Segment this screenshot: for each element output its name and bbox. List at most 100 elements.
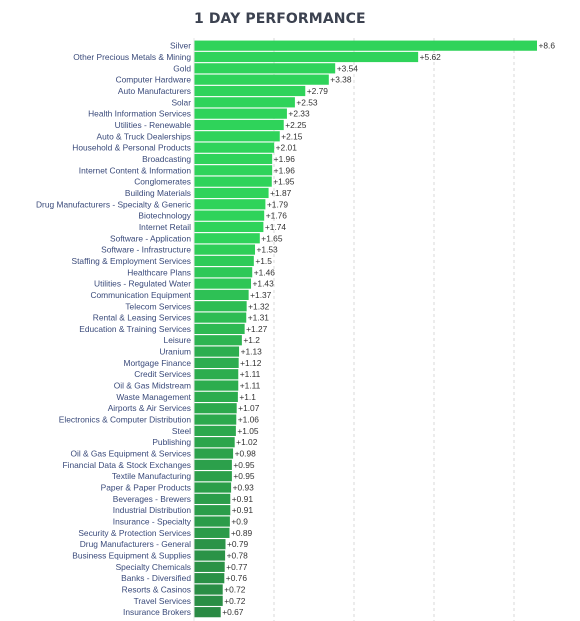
bar: [194, 505, 231, 516]
bar: [194, 108, 287, 119]
category-label: Credit Services: [134, 369, 191, 379]
category-label: Drug Manufacturers - General: [80, 539, 191, 549]
category-label: Drug Manufacturers - Specialty & Generic: [36, 199, 191, 209]
value-label: +1.06: [238, 415, 260, 425]
value-label: +1.96: [274, 165, 296, 175]
bar: [194, 607, 221, 618]
category-label: Specialty Chemicals: [116, 562, 191, 572]
value-label: +0.79: [227, 539, 249, 549]
category-label: Beverages - Brewers: [113, 494, 191, 504]
bar: [194, 301, 247, 312]
category-label: Building Materials: [125, 188, 191, 198]
category-label: Auto Manufacturers: [118, 86, 191, 96]
value-label: +1.43: [253, 279, 275, 289]
category-label: Computer Hardware: [116, 75, 192, 85]
bar: [194, 233, 260, 244]
value-label: +2.25: [285, 120, 307, 130]
category-label: Airports & Air Services: [108, 403, 191, 413]
value-label: +1.11: [240, 381, 261, 391]
bar: [194, 131, 280, 142]
value-label: +2.33: [288, 109, 310, 119]
bar: [194, 471, 232, 482]
bar: [194, 40, 537, 51]
category-label: Education & Training Services: [79, 324, 191, 334]
bar: [194, 323, 245, 335]
category-label: Oil & Gas Midstream: [114, 381, 191, 391]
value-label: +0.77: [226, 562, 248, 572]
bar: [194, 584, 223, 595]
category-label: Insurance Brokers: [123, 607, 191, 617]
value-label: +1.79: [267, 199, 289, 209]
category-label: Banks - Diversified: [121, 573, 191, 583]
value-label: +2.15: [281, 131, 303, 141]
bar: [194, 244, 256, 255]
value-label: +1.46: [254, 267, 276, 277]
category-label: Waste Management: [116, 392, 191, 402]
value-label: +0.72: [224, 596, 246, 606]
category-label: Other Precious Metals & Mining: [73, 52, 191, 62]
category-label: Electronics & Computer Distribution: [59, 415, 192, 425]
bar: [194, 153, 273, 165]
value-label: +1.12: [240, 358, 262, 368]
value-label: +0.89: [231, 528, 253, 538]
category-label: Software - Application: [110, 233, 191, 243]
category-label: Oil & Gas Equipment & Services: [70, 449, 191, 459]
category-label: Telecom Services: [125, 301, 191, 311]
bar: [194, 516, 230, 527]
bar: [194, 391, 238, 402]
value-label: +0.91: [232, 494, 254, 504]
bar: [194, 74, 329, 85]
bar: [194, 97, 295, 108]
category-label: Financial Data & Stock Exchanges: [63, 460, 191, 470]
category-label: Uranium: [159, 347, 191, 357]
value-label: +0.91: [232, 505, 254, 515]
category-label: Leisure: [164, 335, 192, 345]
category-label: Paper & Paper Products: [101, 483, 191, 493]
value-label: +5.62: [420, 52, 442, 62]
bar: [194, 142, 275, 153]
category-label: Textile Manufacturing: [112, 471, 191, 481]
value-label: +1.27: [246, 324, 268, 334]
category-label: Steel: [172, 426, 191, 436]
value-label: +1.05: [237, 426, 259, 436]
value-label: +1.31: [248, 313, 270, 323]
bar: [194, 425, 236, 436]
bar: [194, 63, 336, 74]
value-label: +1.95: [273, 177, 295, 187]
value-label: +0.67: [222, 607, 244, 617]
value-label: +1.32: [248, 301, 270, 311]
bar: [194, 493, 231, 504]
bar: [194, 437, 235, 448]
bar: [194, 165, 273, 176]
category-label: Biotechnology: [138, 211, 191, 221]
bar: [194, 459, 232, 470]
value-label: +1.1: [239, 392, 256, 402]
bar: [194, 561, 225, 572]
value-label: +0.98: [235, 449, 257, 459]
category-label: Broadcasting: [142, 154, 191, 164]
value-label: +1.02: [236, 437, 258, 447]
bar: [194, 414, 237, 425]
category-label: Rental & Leasing Services: [93, 313, 191, 323]
category-label: Internet Retail: [139, 222, 191, 232]
value-label: +0.93: [233, 483, 255, 493]
category-label: Insurance - Specialty: [113, 517, 192, 527]
value-label: +1.76: [266, 211, 288, 221]
bar: [194, 221, 264, 233]
bar: [194, 573, 225, 584]
value-label: +0.95: [233, 471, 255, 481]
bar: [194, 550, 226, 561]
category-label: Internet Content & Information: [79, 165, 192, 175]
category-label: Conglomerates: [134, 177, 191, 187]
bar: [194, 369, 239, 380]
value-label: +3.38: [330, 75, 352, 85]
category-label: Auto & Truck Dealerships: [97, 131, 192, 141]
category-label: Household & Personal Products: [72, 143, 191, 153]
category-label: Healthcare Plans: [127, 267, 191, 277]
category-label: Resorts & Casinos: [122, 585, 191, 595]
value-label: +1.07: [238, 403, 260, 413]
bar: [194, 403, 237, 414]
value-label: +1.53: [257, 245, 279, 255]
bar: [194, 176, 272, 187]
category-label: Business Equipment & Supplies: [72, 551, 191, 561]
